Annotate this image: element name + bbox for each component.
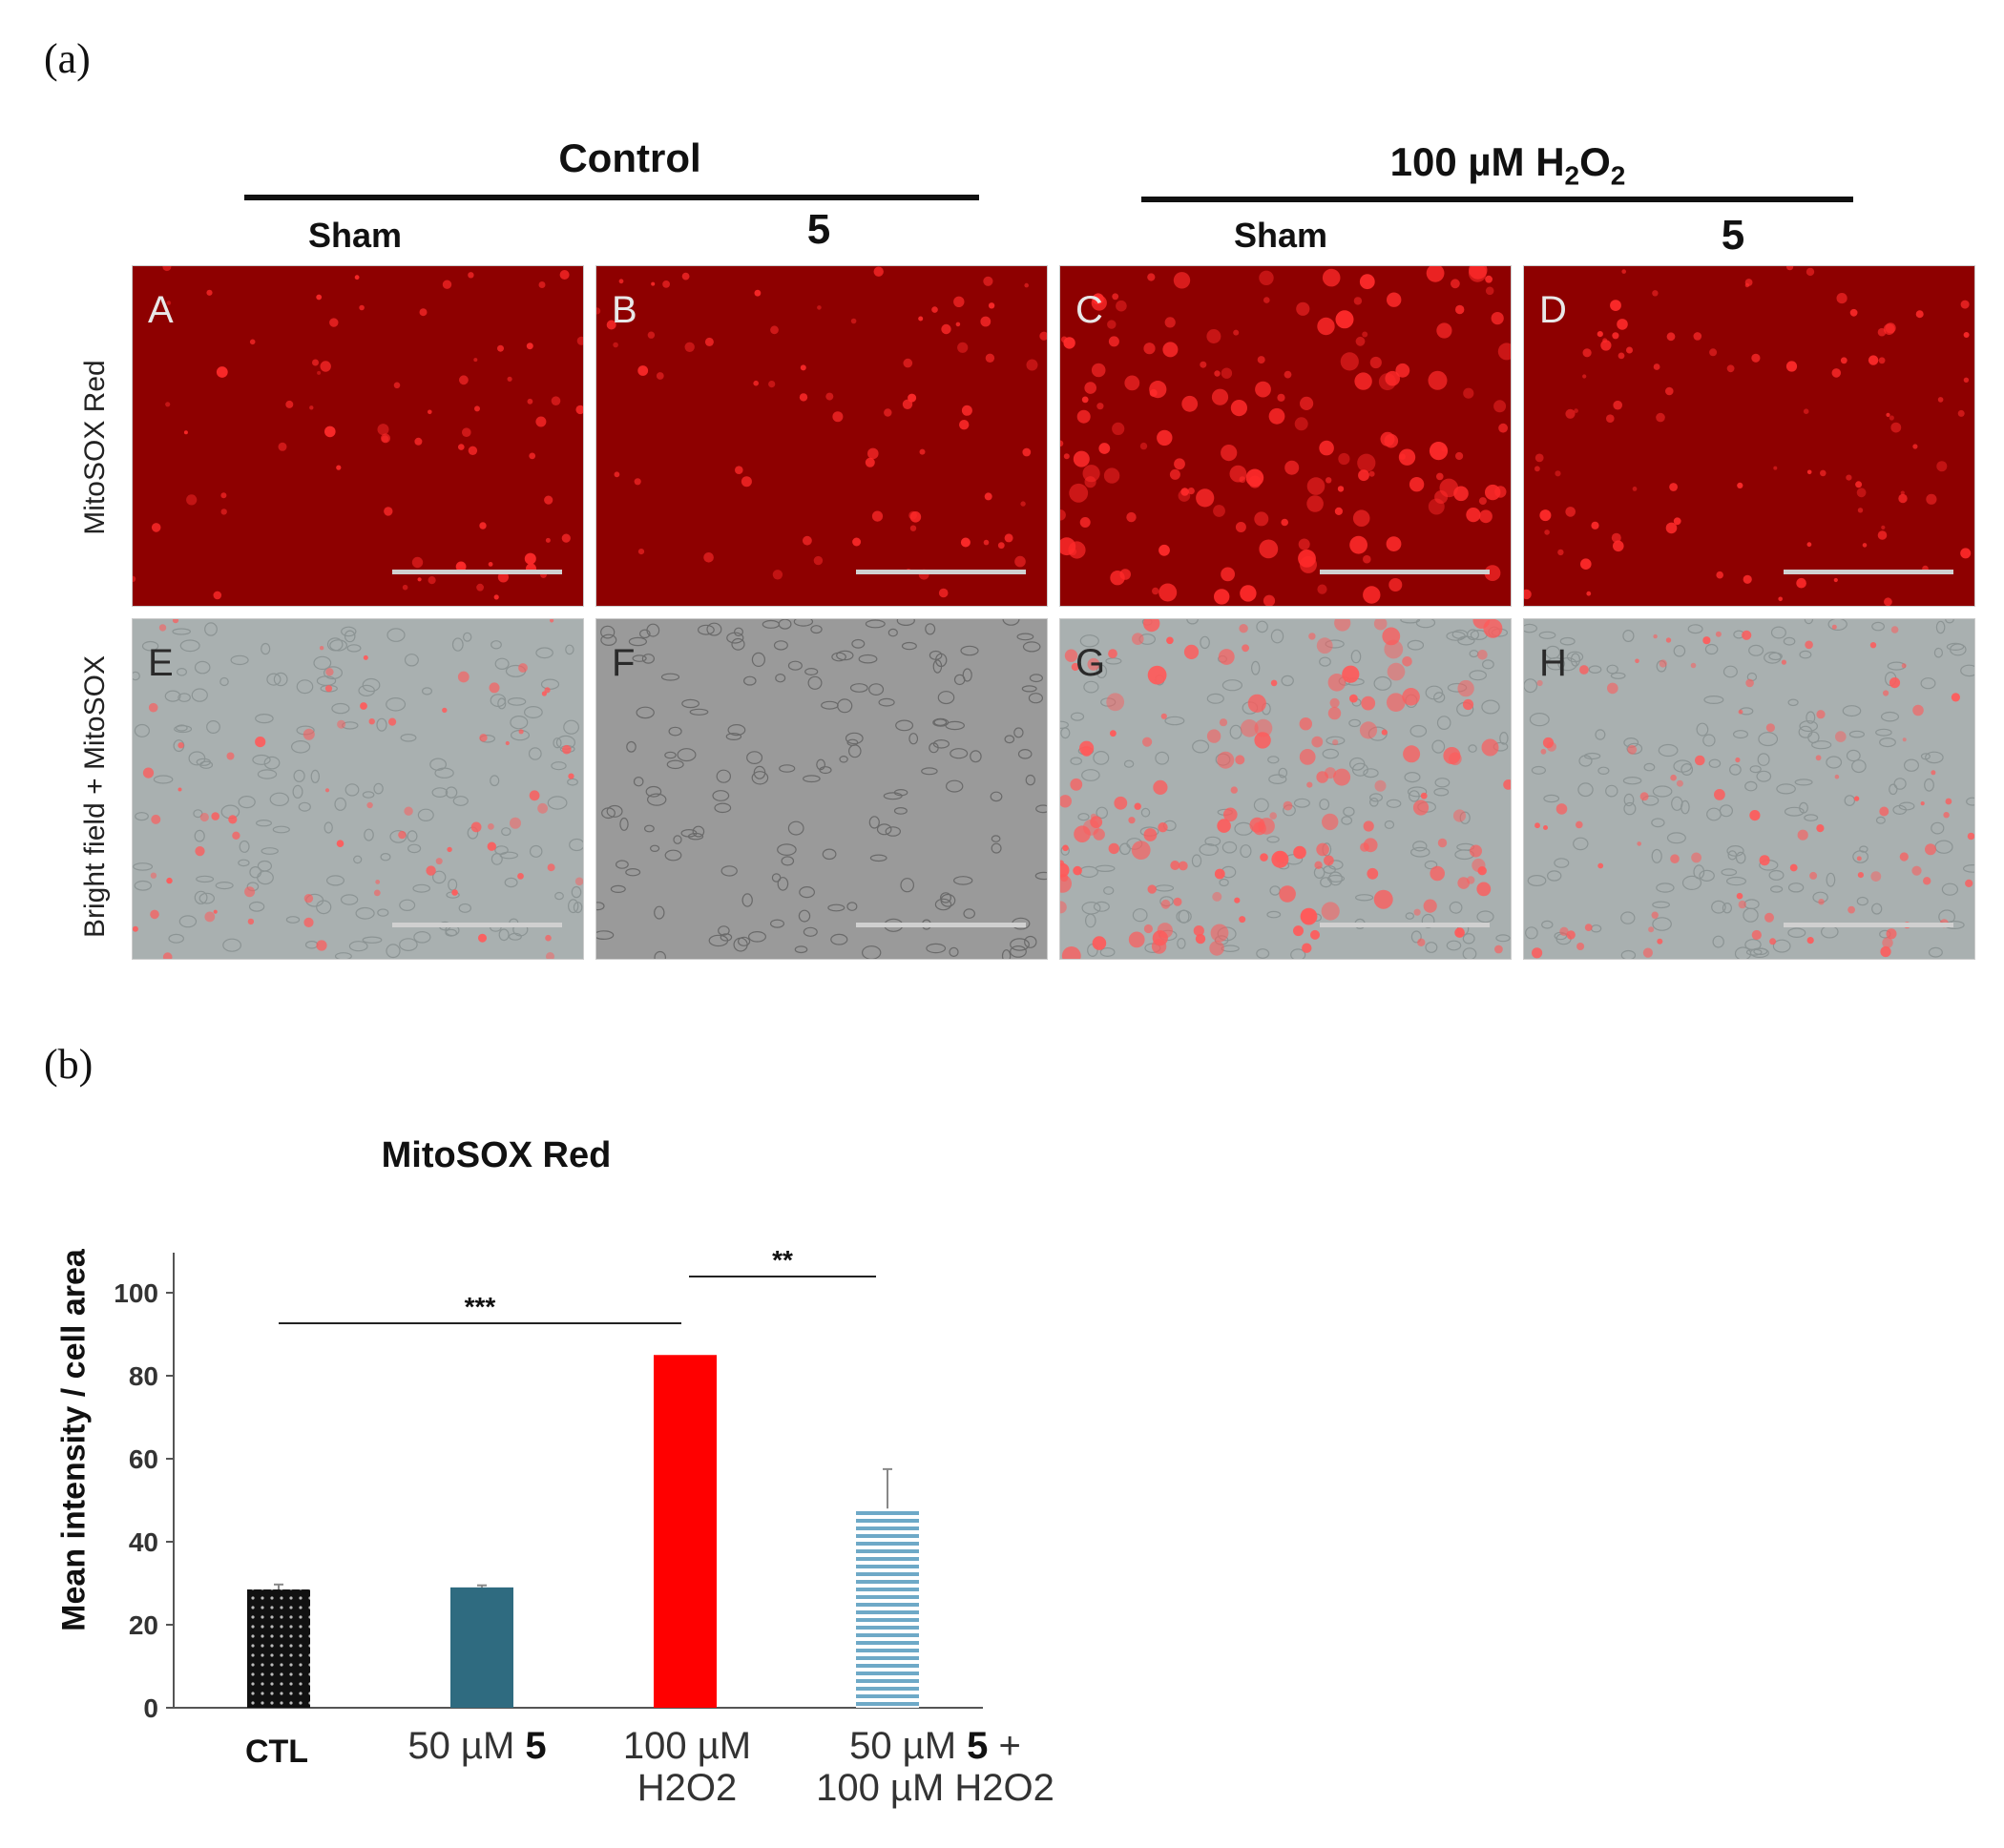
y-tick-label: 60 [129, 1444, 158, 1474]
y-tick-label: 100 [114, 1278, 158, 1308]
panel-b-letter: (b) [44, 1041, 94, 1088]
chart-title: MitoSOX Red [381, 1135, 612, 1175]
group-title-control: Control [558, 135, 701, 180]
category-label: CTL [244, 1734, 309, 1770]
row-label-mitosox: MitoSOX Red [79, 360, 111, 535]
significance-label: *** [465, 1292, 496, 1321]
micrograph-letter: H [1539, 642, 1567, 684]
bar-2 [654, 1355, 717, 1708]
micrograph-g: G [1059, 618, 1512, 960]
y-tick-label: 80 [129, 1361, 158, 1391]
row-label-brightfield: Bright field + MitoSOX [79, 655, 111, 938]
micrograph-letter: E [148, 642, 174, 684]
micrograph-a: A [132, 265, 584, 607]
micrograph-letter: D [1539, 289, 1567, 331]
micrograph-c: C [1059, 265, 1512, 607]
y-tick-label: 0 [143, 1693, 158, 1723]
scale-bar [856, 923, 1026, 927]
bar-0 [247, 1589, 310, 1708]
micrograph-letter: G [1075, 642, 1106, 684]
category-label: 50 µM 5 [407, 1725, 547, 1767]
scale-bar [1784, 923, 1953, 927]
micrograph-f: F [595, 618, 1048, 960]
micrograph-b: B [595, 265, 1048, 607]
significance-label: ** [772, 1245, 793, 1275]
micrograph-letter: B [612, 289, 637, 331]
group-line-control [244, 195, 979, 200]
micrograph-h: H [1523, 618, 1975, 960]
bar-1 [450, 1587, 513, 1708]
micrograph-e: E [132, 618, 584, 960]
micrograph-letter: C [1075, 289, 1103, 331]
scale-bar [392, 570, 562, 574]
scale-bar [856, 570, 1026, 574]
y-tick-label: 40 [129, 1527, 158, 1557]
scale-bar [1320, 923, 1490, 927]
col-label-sham-1: Sham [307, 216, 403, 255]
col-label-5-1: 5 [806, 206, 831, 253]
micrograph-letter: A [148, 289, 174, 331]
y-tick-label: 20 [129, 1610, 158, 1640]
group-title-h2o2: 100 µM H2O2 [1389, 139, 1626, 191]
category-label: 50 µM 5 +100 µM H2O2 [816, 1725, 1054, 1809]
scale-bar [1320, 570, 1490, 574]
scale-bar [392, 923, 562, 927]
category-label: 100 µM H2O2 [622, 1725, 752, 1809]
group-line-h2o2 [1141, 197, 1853, 202]
panel-a-letter: (a) [44, 35, 91, 82]
scale-bar [1784, 570, 1953, 574]
col-label-5-2: 5 [1721, 212, 1745, 259]
micrograph-d: D [1523, 265, 1975, 607]
col-label-sham-2: Sham [1233, 216, 1328, 255]
bar-3 [856, 1508, 919, 1708]
micrograph-letter: F [612, 642, 636, 684]
